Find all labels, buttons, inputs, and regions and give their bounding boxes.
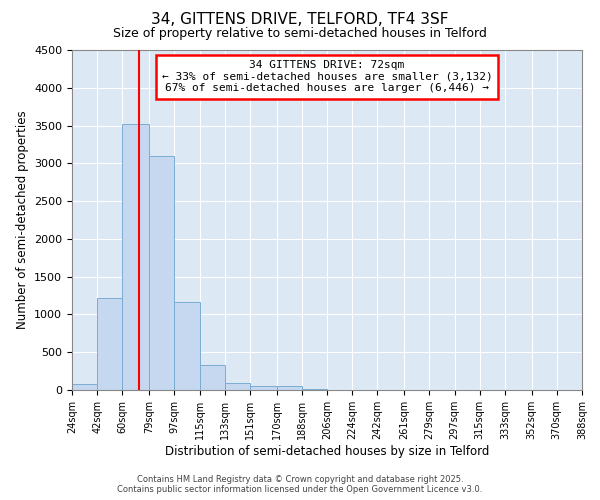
- Bar: [72, 384, 97, 390]
- Bar: [122, 124, 149, 390]
- Bar: [149, 156, 174, 390]
- Bar: [199, 365, 225, 390]
- Bar: [225, 383, 250, 390]
- X-axis label: Distribution of semi-detached houses by size in Telford: Distribution of semi-detached houses by …: [165, 444, 489, 458]
- Text: Size of property relative to semi-detached houses in Telford: Size of property relative to semi-detach…: [113, 28, 487, 40]
- Bar: [250, 386, 277, 390]
- Bar: [277, 386, 302, 390]
- Text: Contains HM Land Registry data © Crown copyright and database right 2025.
Contai: Contains HM Land Registry data © Crown c…: [118, 474, 482, 494]
- Text: 34, GITTENS DRIVE, TELFORD, TF4 3SF: 34, GITTENS DRIVE, TELFORD, TF4 3SF: [151, 12, 449, 28]
- Bar: [97, 298, 122, 390]
- Text: 34 GITTENS DRIVE: 72sqm
← 33% of semi-detached houses are smaller (3,132)
67% of: 34 GITTENS DRIVE: 72sqm ← 33% of semi-de…: [161, 60, 493, 94]
- Bar: [302, 389, 327, 390]
- Y-axis label: Number of semi-detached properties: Number of semi-detached properties: [16, 110, 29, 330]
- Bar: [174, 302, 200, 390]
